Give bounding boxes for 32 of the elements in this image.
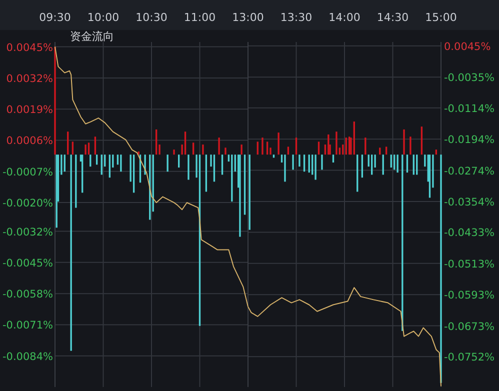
x-tick-label: 11:00 (184, 11, 216, 24)
y2-tick-label: -0.0354% (444, 196, 495, 208)
y-tick-label: -0.0084% (2, 350, 54, 363)
y2-tick-label: -0.0673% (444, 320, 495, 333)
y-tick-label: 0.0032% (6, 72, 54, 85)
y2-tick-label: -0.0194% (444, 134, 495, 146)
x-tick-label: 14:00 (328, 11, 360, 24)
y-tick-label: -0.0045% (2, 257, 54, 270)
y-tick-label: 0.0045% (6, 42, 54, 54)
y2-tick-label: -0.0035% (444, 72, 495, 84)
x-tick-label: 10:00 (87, 11, 120, 24)
y2-tick-label: -0.0593% (444, 290, 495, 302)
x-tick-label: 15:00 (425, 11, 457, 24)
y2-tick-label: -0.0433% (444, 227, 495, 240)
y-tick-label: 0.0019% (6, 104, 54, 116)
x-tick-label: 14:30 (376, 11, 409, 24)
y-tick-label: -0.0058% (2, 288, 54, 301)
chart-title: 资金流向 (70, 30, 114, 43)
y2-tick-label: -0.0274% (444, 165, 495, 178)
y-tick-label: -0.0032% (2, 226, 54, 238)
x-tick-label: 13:30 (280, 11, 312, 24)
y-tick-label: -0.0020% (2, 198, 54, 210)
y2-tick-label: -0.0513% (444, 258, 495, 270)
y2-tick-label: 0.0045% (444, 40, 491, 53)
y-tick-label: -0.0007% (2, 166, 54, 178)
x-tick-label: 09:30 (39, 11, 71, 24)
x-tick-label: 10:30 (136, 11, 168, 24)
y2-tick-label: -0.0752% (444, 352, 495, 364)
x-tick-label: 13:00 (232, 11, 264, 24)
y-tick-label: 0.0006% (6, 135, 54, 148)
y2-tick-label: -0.0114% (444, 102, 495, 115)
y-tick-label: -0.0071% (2, 320, 54, 332)
